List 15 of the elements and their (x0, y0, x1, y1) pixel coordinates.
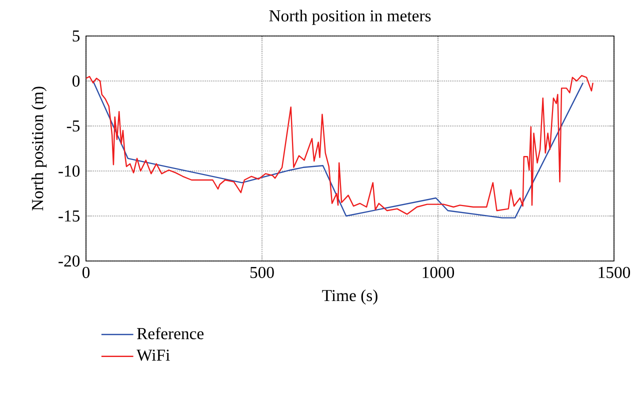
chart-title: North position in meters (269, 10, 431, 25)
x-tick-label: 0 (82, 266, 90, 278)
x-tick-label: 500 (250, 266, 274, 278)
y-tick-label: -20 (58, 255, 80, 267)
y-tick-label: -15 (58, 210, 80, 222)
y-axis-title: North position (m) (31, 86, 47, 211)
legend-label: WiFi (136, 350, 170, 361)
y-tick-label: -5 (66, 120, 80, 132)
x-tick-label: 1500 (598, 266, 630, 278)
x-tick-label: 1000 (422, 266, 454, 278)
y-tick-label: -10 (58, 165, 80, 177)
y-tick-label: 0 (72, 75, 80, 87)
y-tick-label: 5 (72, 30, 80, 42)
legend-label: Reference (137, 327, 204, 340)
x-axis-title: Time (s) (322, 289, 378, 305)
